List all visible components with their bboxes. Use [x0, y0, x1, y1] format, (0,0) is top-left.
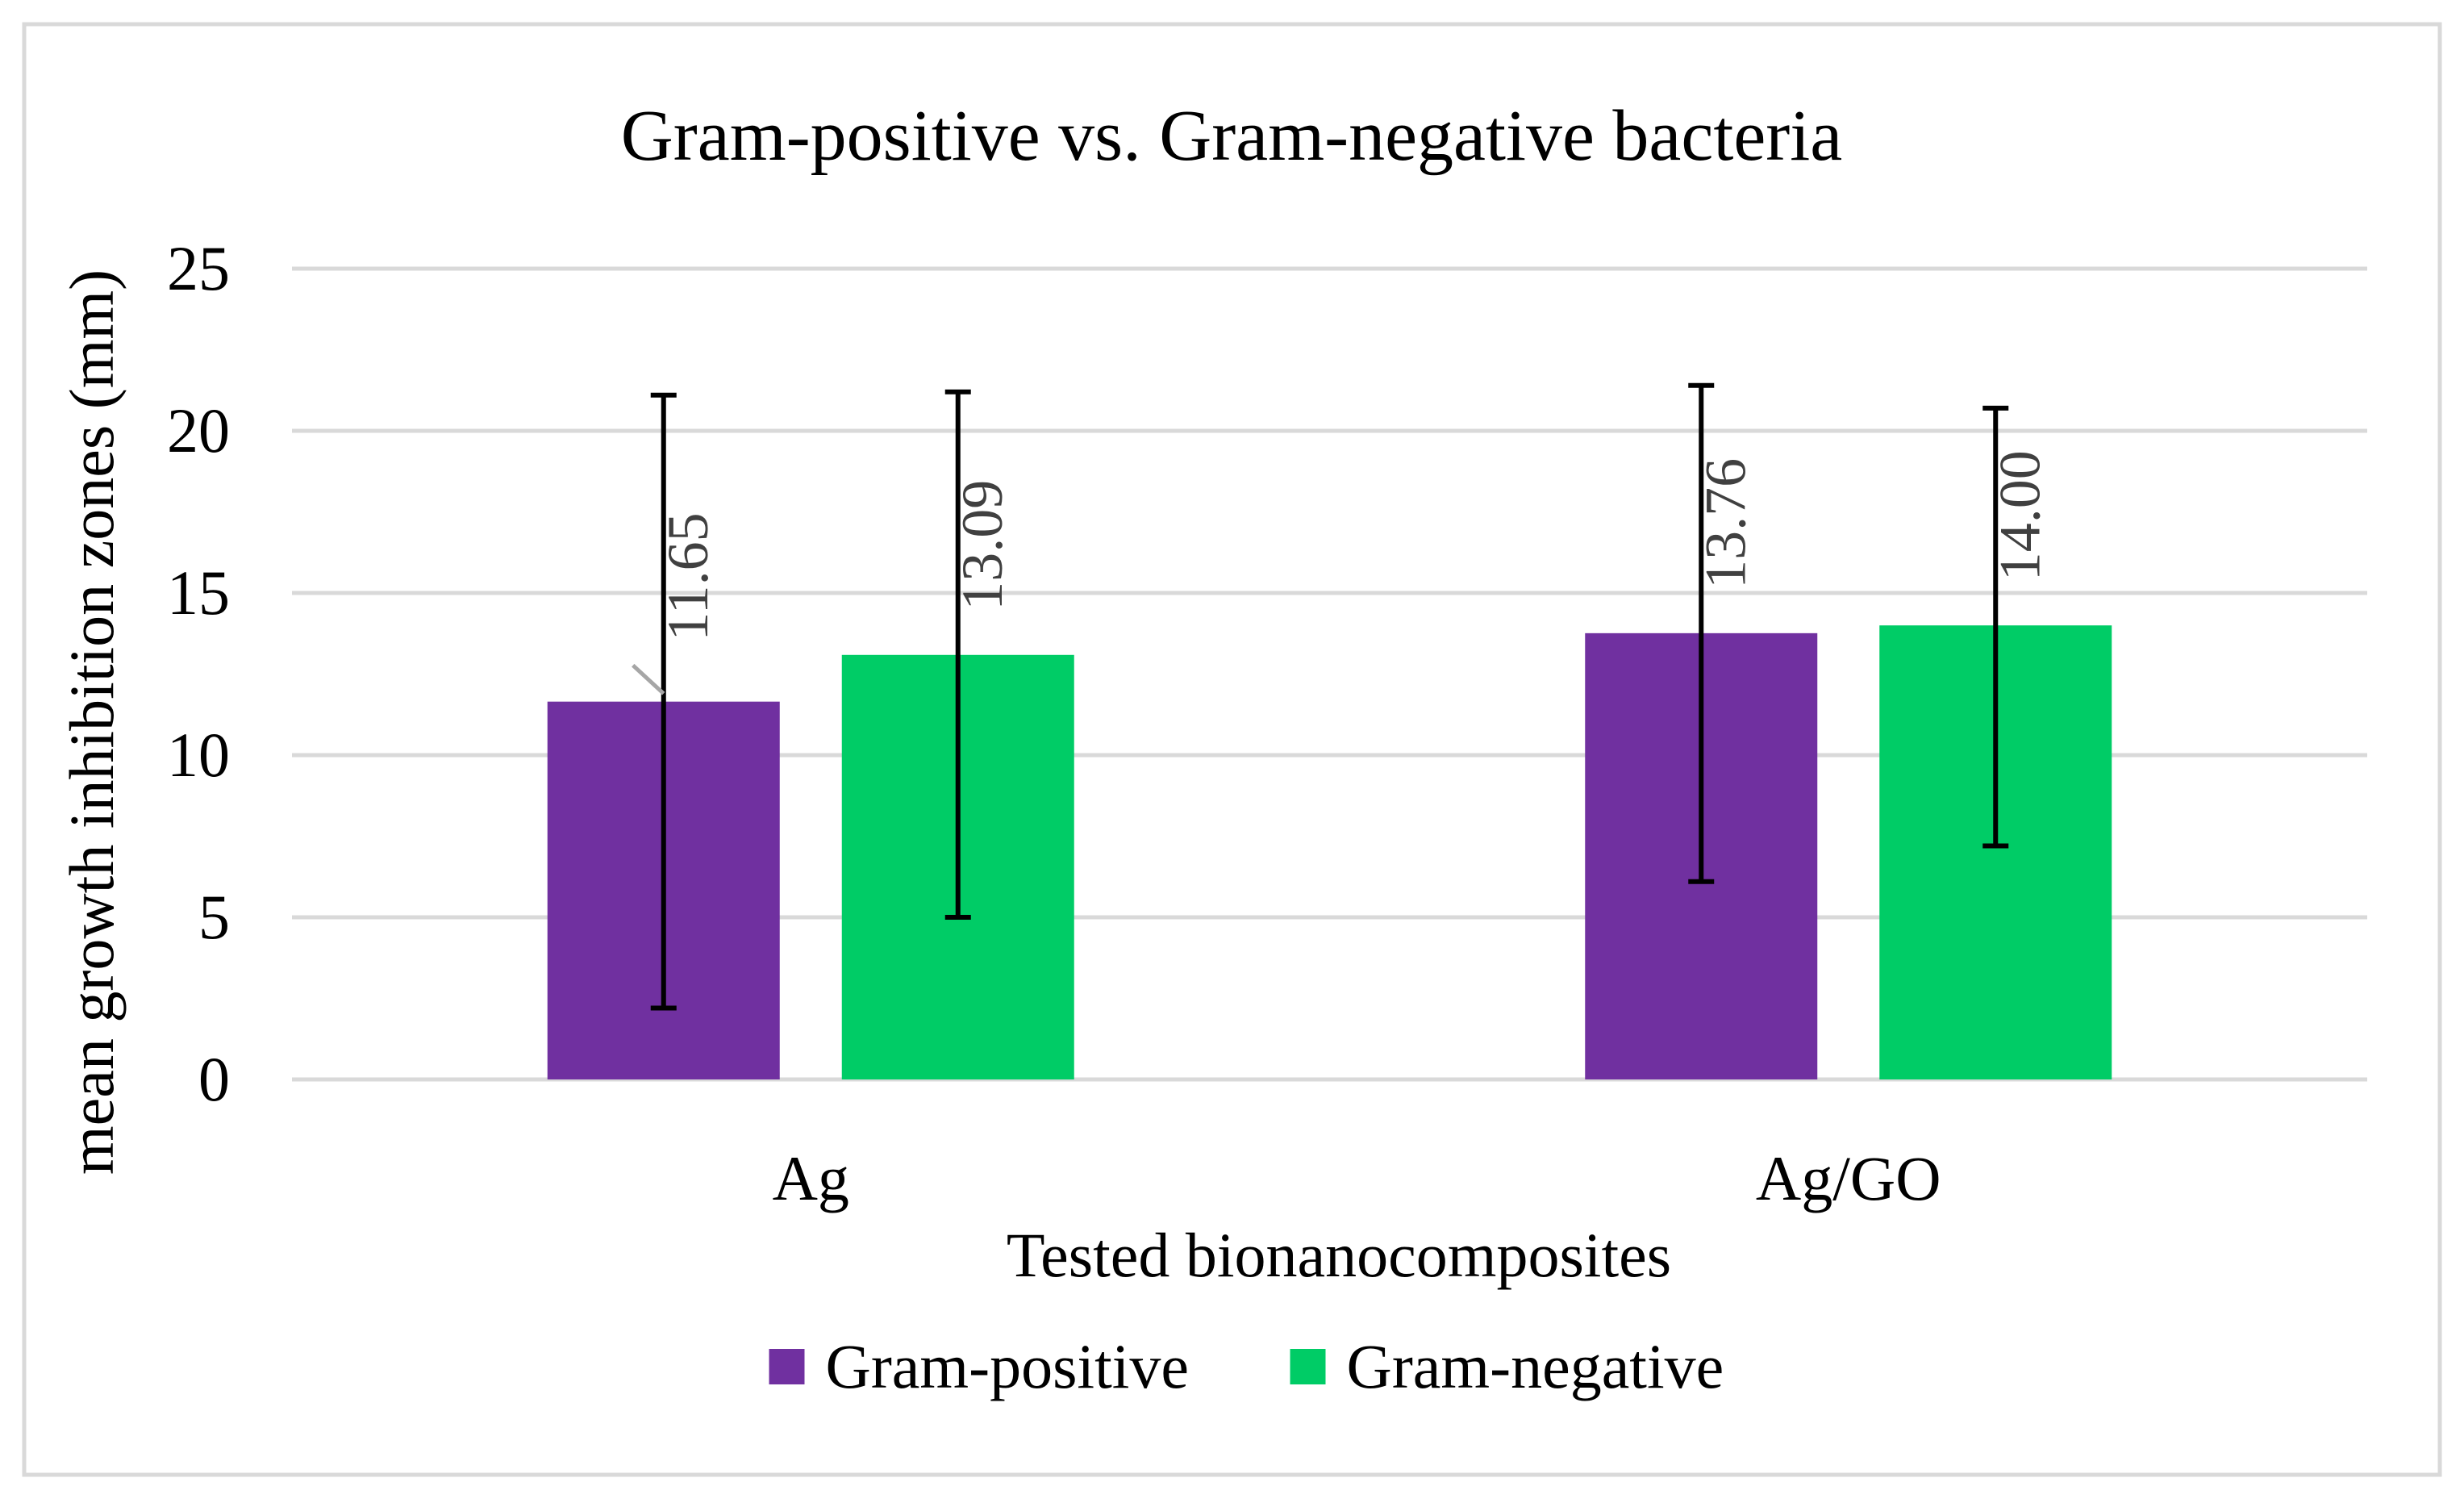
data-label: 11.65: [656, 512, 720, 641]
data-label-leader: [632, 663, 665, 695]
legend-label: Gram-negative: [1347, 1331, 1724, 1401]
y-tick-label: 15: [167, 557, 230, 628]
y-tick-label: 20: [167, 395, 230, 466]
legend-swatch: [1290, 1349, 1326, 1384]
data-label: 13.09: [950, 480, 1015, 611]
legend: Gram-positive Gram-negative: [769, 1331, 1724, 1401]
y-tick-label: 5: [198, 882, 230, 952]
data-label: 13.76: [1693, 458, 1757, 589]
errors-layer: [650, 382, 2009, 1011]
axis-layer: 0 5 10 15 20 25 Ag Ag/GO: [167, 233, 1941, 1213]
y-tick-label: 0: [198, 1044, 230, 1114]
x-tick-label: Ag: [773, 1143, 849, 1213]
y-tick-label: 25: [167, 233, 230, 303]
x-tick-label: Ag/GO: [1756, 1143, 1941, 1213]
data-label: 14.00: [1987, 450, 2052, 581]
legend-label: Gram-positive: [826, 1331, 1190, 1401]
legend-swatch: [769, 1349, 805, 1384]
y-axis-label: mean growth inhibition zones (mm): [56, 269, 127, 1175]
labels-layer: 11.65 13.09 13.76 14.00: [632, 450, 2052, 695]
chart-title: Gram-positive vs. Gram-negative bacteria: [621, 96, 1842, 176]
y-tick-label: 10: [167, 720, 230, 790]
x-axis-label: Tested bionanocomposites: [1007, 1220, 1671, 1290]
